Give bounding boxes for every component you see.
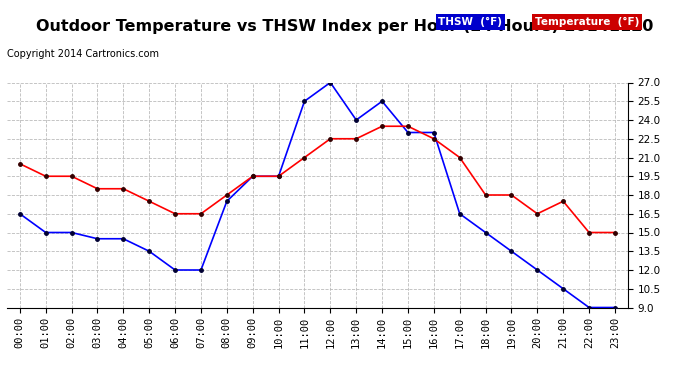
Text: Outdoor Temperature vs THSW Index per Hour (24 Hours) 20141120: Outdoor Temperature vs THSW Index per Ho… bbox=[37, 19, 653, 34]
Text: THSW  (°F): THSW (°F) bbox=[438, 17, 502, 27]
Text: Copyright 2014 Cartronics.com: Copyright 2014 Cartronics.com bbox=[7, 49, 159, 59]
Text: Temperature  (°F): Temperature (°F) bbox=[535, 17, 639, 27]
